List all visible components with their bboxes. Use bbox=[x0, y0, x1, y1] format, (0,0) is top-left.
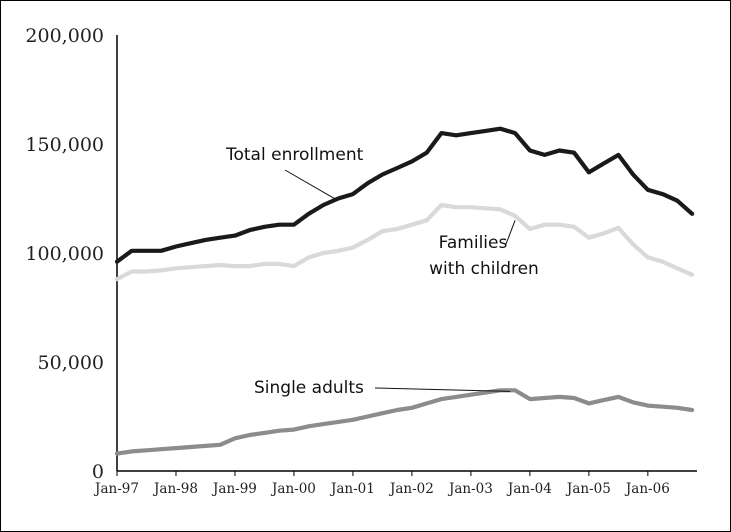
annotations: Total enrollment Families with children Sin… bbox=[225, 145, 539, 398]
annotation-leader-line bbox=[374, 387, 511, 392]
series-line-total-enrollment bbox=[114, 126, 695, 264]
annotation-leader-line bbox=[284, 169, 339, 202]
x-tick-label: Jan-00 bbox=[270, 481, 316, 497]
x-tick-label: Jan-05 bbox=[565, 481, 611, 497]
annotation-label: Families bbox=[439, 233, 508, 253]
annotation-label: Total enrollment bbox=[225, 145, 364, 165]
x-tick-label: Jan-04 bbox=[506, 481, 552, 497]
annotation-leader-line bbox=[505, 220, 516, 245]
chart-axes bbox=[116, 35, 697, 472]
x-tick-label: Jan-99 bbox=[211, 481, 257, 497]
x-tick-label: Jan-02 bbox=[388, 481, 434, 497]
x-tick-label: Jan-97 bbox=[93, 481, 139, 497]
x-tick-label: Jan-01 bbox=[329, 481, 375, 497]
y-tick-label: 0 bbox=[92, 461, 104, 483]
x-tick-label: Jan-98 bbox=[152, 481, 198, 497]
y-axis-ticks: 0 50,000 100,000 150,000 200,000 bbox=[25, 25, 104, 483]
y-tick-label: 200,000 bbox=[25, 25, 104, 47]
y-tick-label: 150,000 bbox=[25, 134, 104, 156]
y-tick-label: 100,000 bbox=[25, 243, 104, 265]
series-line-families-with-children bbox=[114, 202, 695, 282]
x-axis-ticks: Jan-97 Jan-98 Jan-99 Jan-00 Jan-01 Jan-02 Jan-… bbox=[93, 471, 670, 497]
x-tick-label: Jan-03 bbox=[447, 481, 493, 497]
series-line-single-adults bbox=[114, 388, 695, 456]
x-tick-label: Jan-06 bbox=[624, 481, 670, 497]
annotation-label: Single adults bbox=[254, 378, 364, 398]
y-tick-label: 50,000 bbox=[38, 352, 104, 374]
annotation-label: with children bbox=[429, 259, 539, 279]
series-lines bbox=[114, 126, 695, 456]
